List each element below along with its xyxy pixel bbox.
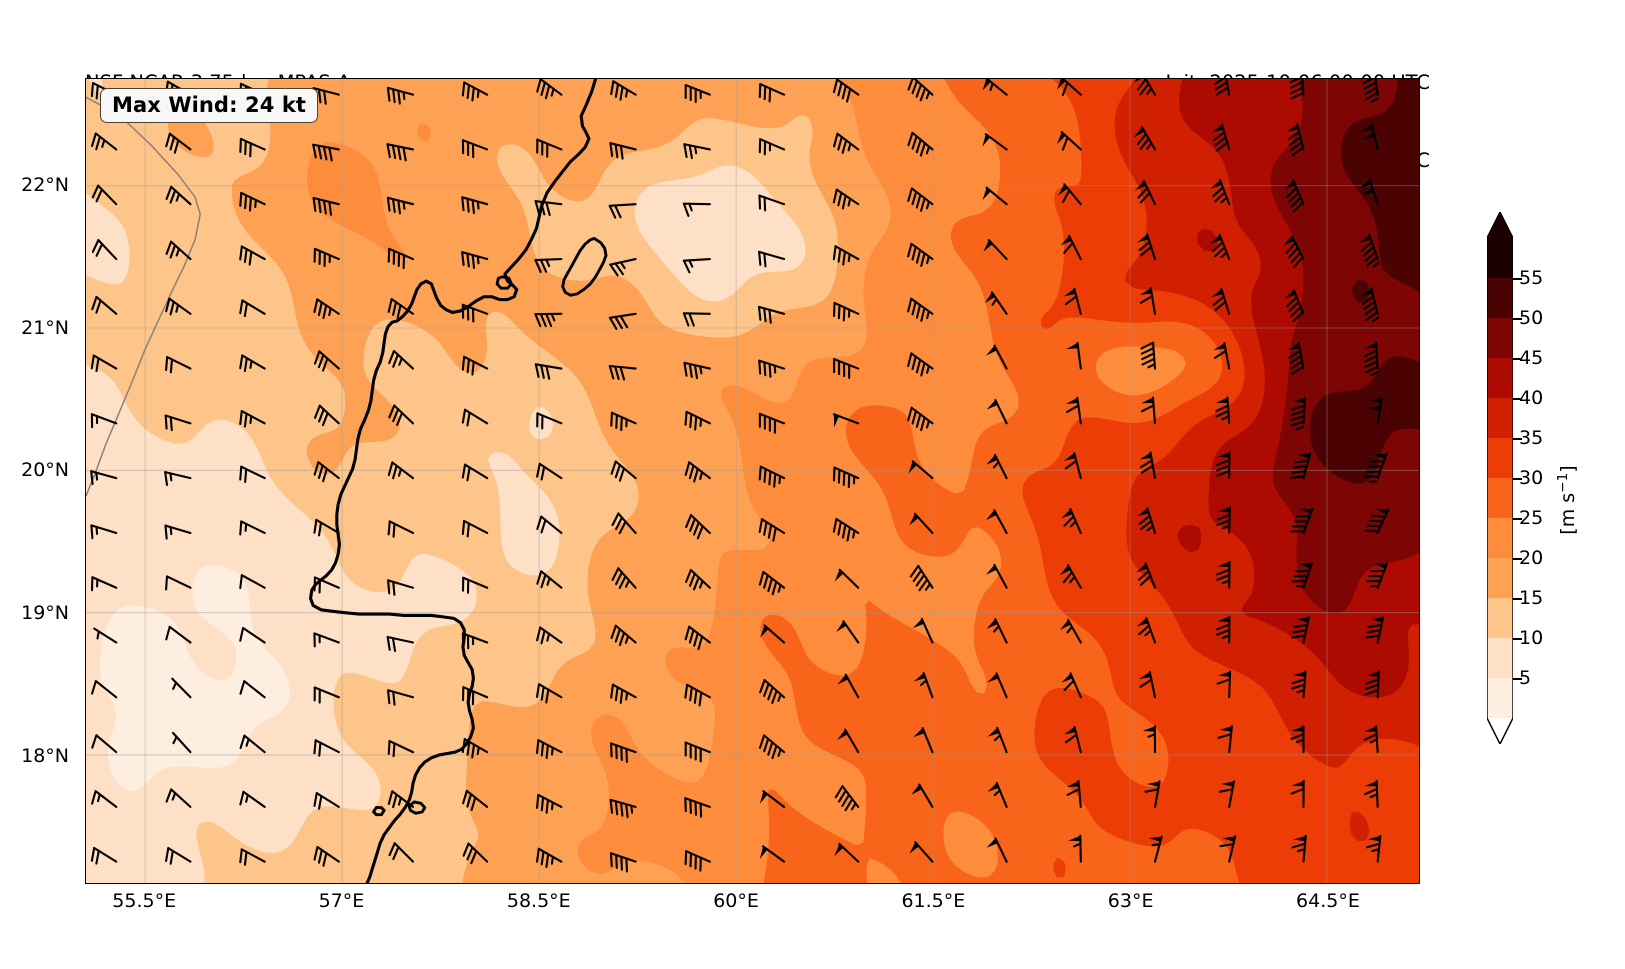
- x-axis-tick-label: 61.5°E: [901, 890, 966, 912]
- colorbar-tick-mark: [1513, 358, 1522, 360]
- colorbar-tick-mark: [1513, 598, 1522, 600]
- colorbar-tick-mark: [1513, 398, 1522, 400]
- x-axis-tick-label: 64.5°E: [1296, 890, 1360, 912]
- colorbar-tick-label: 35: [1519, 427, 1544, 449]
- colorbar-tick-label: 30: [1519, 467, 1544, 489]
- colorbar-tick-label: 45: [1519, 347, 1544, 369]
- colorbar-label: [m s−1]: [1554, 465, 1580, 535]
- colorbar-tick-label: 5: [1519, 667, 1532, 689]
- colorbar-tick-mark: [1513, 558, 1522, 560]
- colorbar: 5 10 15 20 25 30 35 40 45 50 55: [1487, 212, 1543, 744]
- colorbar-tick-mark: [1513, 478, 1522, 480]
- x-axis-tick-label: 55.5°E: [112, 890, 177, 912]
- x-axis-tick-label: 58.5°E: [506, 890, 571, 912]
- colorbar-tick-mark: [1513, 318, 1522, 320]
- colorbar-tick-label: 55: [1519, 267, 1544, 289]
- colorbar-tick-label: 25: [1519, 507, 1544, 529]
- colorbar-tick-label: 15: [1519, 587, 1544, 609]
- shear-contour-field: [86, 79, 1419, 883]
- colorbar-tick-mark: [1513, 278, 1522, 280]
- x-axis-tick-label: 63°E: [1107, 890, 1154, 912]
- colorbar-tick-mark: [1513, 518, 1522, 520]
- map-plot-area: [85, 78, 1420, 884]
- y-axis-tick-label: 22°N: [21, 173, 69, 196]
- x-axis-tick-label: 57°E: [318, 890, 365, 912]
- x-axis-tick-label: 60°E: [713, 890, 759, 912]
- colorbar-tick-label: 10: [1519, 627, 1544, 649]
- y-axis-tick-label: 20°N: [21, 459, 69, 482]
- colorbar-tick-mark: [1513, 438, 1522, 440]
- colorbar-tick-mark: [1513, 678, 1522, 680]
- colorbar-tick-label: 50: [1519, 307, 1544, 329]
- max-wind-annotation: Max Wind: 24 kt: [100, 88, 319, 123]
- map-overlays: [86, 79, 1419, 883]
- colorbar-gradient: [1487, 212, 1513, 744]
- colorbar-tick-label: 20: [1519, 547, 1544, 569]
- colorbar-tick-mark: [1513, 638, 1522, 640]
- y-axis-tick-label: 19°N: [21, 601, 69, 624]
- wind-barb-layer: [90, 79, 1390, 873]
- colorbar-tick-label: 40: [1519, 387, 1544, 409]
- y-axis-tick-label: 18°N: [21, 744, 69, 767]
- y-axis-tick-label: 21°N: [21, 316, 69, 339]
